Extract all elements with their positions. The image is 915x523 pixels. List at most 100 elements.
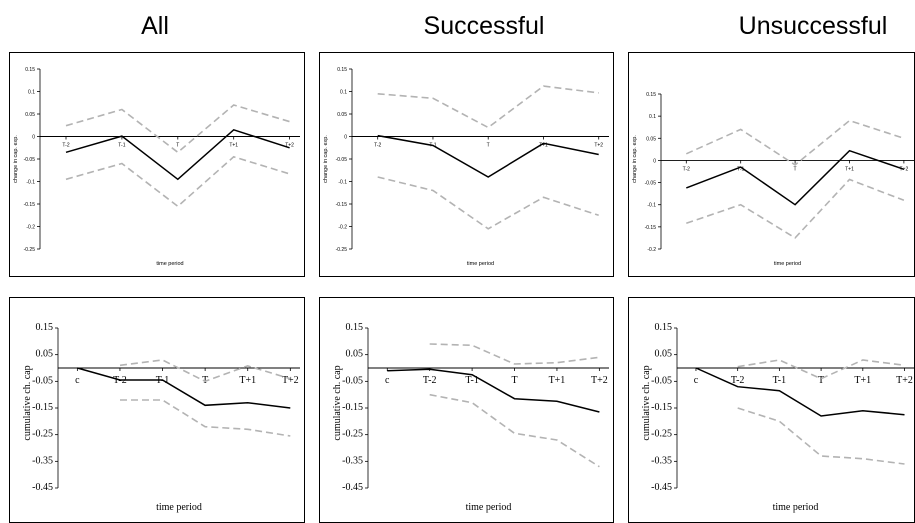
y-tick-label: -0.35 <box>32 455 53 466</box>
chart-all-cumulative: 0.15 0.05 -0.05 -0.15 -0.25 -0.35 -0.45 c T-2 T-1… <box>9 297 305 523</box>
y-tick-label: -0.1 <box>647 203 656 209</box>
upper-bound-line <box>685 119 905 166</box>
y-tick-label: -0.15 <box>32 402 53 413</box>
y-tick-label: -0.05 <box>32 375 53 386</box>
x-tick-label: T <box>818 375 824 386</box>
x-tick-label: T+2 <box>594 143 603 149</box>
lower-bound-line <box>429 393 600 468</box>
y-tick-label: -0.2 <box>338 225 347 231</box>
x-axis-title: time period <box>467 261 494 267</box>
y-tick-label: 0 <box>653 158 656 164</box>
x-tick-label: T <box>794 166 797 172</box>
x-axis-title: time period <box>774 261 801 267</box>
x-axis-title: time period <box>773 502 819 513</box>
x-tick-label: T <box>511 375 517 386</box>
y-axis-title: cumulative ch. cap <box>641 365 652 440</box>
chart-successful-cumulative: 0.15 0.05 -0.05 -0.15 -0.25 -0.35 -0.45 c T-2 T-1… <box>319 297 614 523</box>
title-all: All <box>141 12 169 40</box>
x-tick-label: c <box>75 375 80 386</box>
x-tick-label: T+1 <box>854 375 871 386</box>
x-tick-label: T+1 <box>229 143 238 149</box>
y-tick-label: -0.05 <box>645 181 657 187</box>
upper-bound-line <box>119 359 291 383</box>
y-tick-label: -0.35 <box>651 455 672 466</box>
x-tick-label: T-2 <box>731 375 745 386</box>
chart-svg: 0.150.10.050-0.05-0.1-0.15-0.2-0.25T-2 T-… <box>323 67 609 267</box>
x-tick-label: c <box>385 375 390 386</box>
mean-line <box>695 367 905 417</box>
mean-line <box>65 128 290 181</box>
y-tick-label: -0.15 <box>342 402 363 413</box>
lower-bound-line <box>65 155 290 208</box>
y-tick-label: -0.15 <box>24 202 36 208</box>
y-tick-label: 0.15 <box>337 67 347 73</box>
y-tick-label: -0.35 <box>342 455 363 466</box>
y-tick-label: 0.15 <box>646 92 656 98</box>
y-tick-label: 0.05 <box>346 349 364 360</box>
chart-svg: 0.15 0.1 0.05 0 -0.05 -0.1 -0.15 -0.2 T-2 T-1 T T+1… <box>632 92 914 267</box>
mean-line <box>387 368 600 413</box>
x-tick-label: T-1 <box>118 143 125 149</box>
chart-successful-change-cap-exp: 0.15 0.1 0.05 0 -0.05 -0.1 -0.15 -0.2 -0.25 T-2 T-… <box>319 52 614 277</box>
y-tick-label: 0.1 <box>28 90 35 96</box>
mean-line <box>686 149 905 206</box>
y-tick-label: 0 <box>344 135 347 141</box>
y-tick-label: 0.05 <box>337 112 347 118</box>
title-unsuccessful: Unsuccessful <box>738 12 888 40</box>
x-tick-label: T <box>487 143 490 149</box>
chart-all-change-cap-exp: 0.15 0.1 0.05 0 -0.05 -0.1 -0.15 -0.2 -0.25 T-2 T-… <box>9 52 305 277</box>
x-tick-label: c <box>694 375 699 386</box>
y-axis-title: change in cap. exp. <box>323 135 329 183</box>
y-tick-label: 0.15 <box>36 322 54 333</box>
title-successful: Successful <box>423 12 545 40</box>
y-tick-label: -0.05 <box>24 157 36 163</box>
x-tick-label: T-2 <box>62 143 69 149</box>
chart-svg: 0.15 0.05 -0.05 -0.15 -0.25 -0.35 -0.45 c T-2 T-1… <box>641 322 914 513</box>
y-axis-title: change in cap. exp. <box>632 135 638 183</box>
chart-unsuccessful-change-cap-exp: 0.15 0.1 0.05 0 -0.05 -0.1 -0.15 -0.2 T-2 T-1 T T+1… <box>628 52 915 277</box>
upper-bound-line <box>65 104 290 154</box>
y-tick-label: 0.15 <box>655 322 673 333</box>
y-tick-label: -0.45 <box>342 482 363 493</box>
y-tick-label: 0.05 <box>25 112 35 118</box>
y-tick-label: -0.45 <box>32 482 53 493</box>
x-tick-label: T-2 <box>683 166 690 172</box>
chart-unsuccessful-cumulative: 0.15 0.05 -0.05 -0.15 -0.25 -0.35 -0.45 c T-2 T-1… <box>628 297 915 523</box>
x-tick-label: T+1 <box>549 375 566 386</box>
x-tick-label: T+1 <box>239 375 256 386</box>
y-axis-title: cumulative ch. cap <box>22 365 33 440</box>
y-tick-label: -0.25 <box>651 429 672 440</box>
y-tick-label: 0.1 <box>649 114 656 120</box>
y-tick-label: -0.05 <box>342 375 363 386</box>
y-axis-title: change in cap. exp. <box>13 135 19 183</box>
y-tick-label: 0.05 <box>655 349 673 360</box>
y-tick-label: -0.25 <box>24 247 36 253</box>
mean-line <box>377 134 599 178</box>
y-tick-label: -0.25 <box>342 429 363 440</box>
y-tick-label: -0.25 <box>336 247 348 253</box>
x-axis-title: time period <box>156 261 183 267</box>
y-tick-label: 0.05 <box>646 136 656 142</box>
mean-line <box>77 367 291 409</box>
y-axis-title: cumulative ch. cap <box>332 365 343 440</box>
y-tick-label: -0.2 <box>26 225 35 231</box>
x-tick-label: T+2 <box>896 375 913 386</box>
y-tick-label: -0.25 <box>32 429 53 440</box>
x-tick-label: T <box>176 143 179 149</box>
chart-svg: 0.15 0.05 -0.05 -0.15 -0.25 -0.35 -0.45 c T-2 T-1… <box>332 322 609 513</box>
x-tick-label: T-2 <box>423 375 437 386</box>
lower-bound-line <box>686 178 905 239</box>
x-axis-title: time period <box>156 502 202 513</box>
y-tick-label: -0.45 <box>651 482 672 493</box>
y-tick-label: -0.15 <box>645 225 657 231</box>
lower-bound-line <box>120 399 291 437</box>
x-tick-label: T-2 <box>374 143 381 149</box>
x-tick-label: T-1 <box>773 375 787 386</box>
upper-bound-line <box>429 343 600 365</box>
x-tick-label: T+2 <box>282 375 299 386</box>
x-tick-label: T+2 <box>899 166 908 172</box>
upper-bound-line <box>737 359 905 380</box>
x-tick-label: T+1 <box>539 143 548 149</box>
y-tick-label: 0.15 <box>346 322 364 333</box>
y-tick-label: 0.15 <box>25 67 35 73</box>
